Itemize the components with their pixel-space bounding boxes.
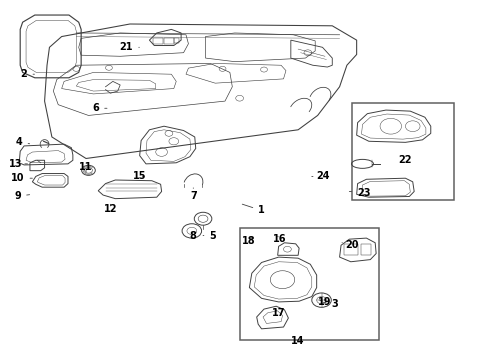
Text: 22: 22	[398, 155, 411, 165]
Text: 9: 9	[14, 191, 30, 201]
Bar	[344, 244, 357, 255]
Text: 11: 11	[79, 162, 93, 172]
Bar	[153, 39, 162, 44]
Text: 1: 1	[242, 204, 264, 216]
Text: 4: 4	[16, 138, 30, 147]
Text: 7: 7	[189, 188, 196, 201]
Text: 14: 14	[291, 336, 304, 346]
Text: 12: 12	[103, 204, 117, 214]
Bar	[173, 39, 178, 42]
Text: 21: 21	[120, 42, 139, 52]
Text: 17: 17	[271, 308, 285, 318]
Text: 8: 8	[189, 231, 196, 240]
Bar	[239, 228, 378, 339]
Text: 15: 15	[133, 171, 146, 181]
Text: 18: 18	[241, 236, 255, 246]
Text: 2: 2	[20, 69, 35, 79]
Text: 6: 6	[92, 103, 107, 113]
Text: 20: 20	[341, 239, 358, 249]
Bar	[351, 103, 453, 200]
Text: 24: 24	[311, 171, 328, 181]
Text: 13: 13	[9, 159, 27, 169]
Text: 23: 23	[348, 188, 370, 198]
Bar	[360, 244, 370, 255]
Bar	[163, 39, 173, 44]
Text: 16: 16	[272, 234, 286, 244]
Text: 10: 10	[11, 173, 32, 183]
Text: 19: 19	[318, 297, 331, 307]
Text: 3: 3	[322, 299, 337, 309]
Text: 5: 5	[203, 231, 216, 240]
